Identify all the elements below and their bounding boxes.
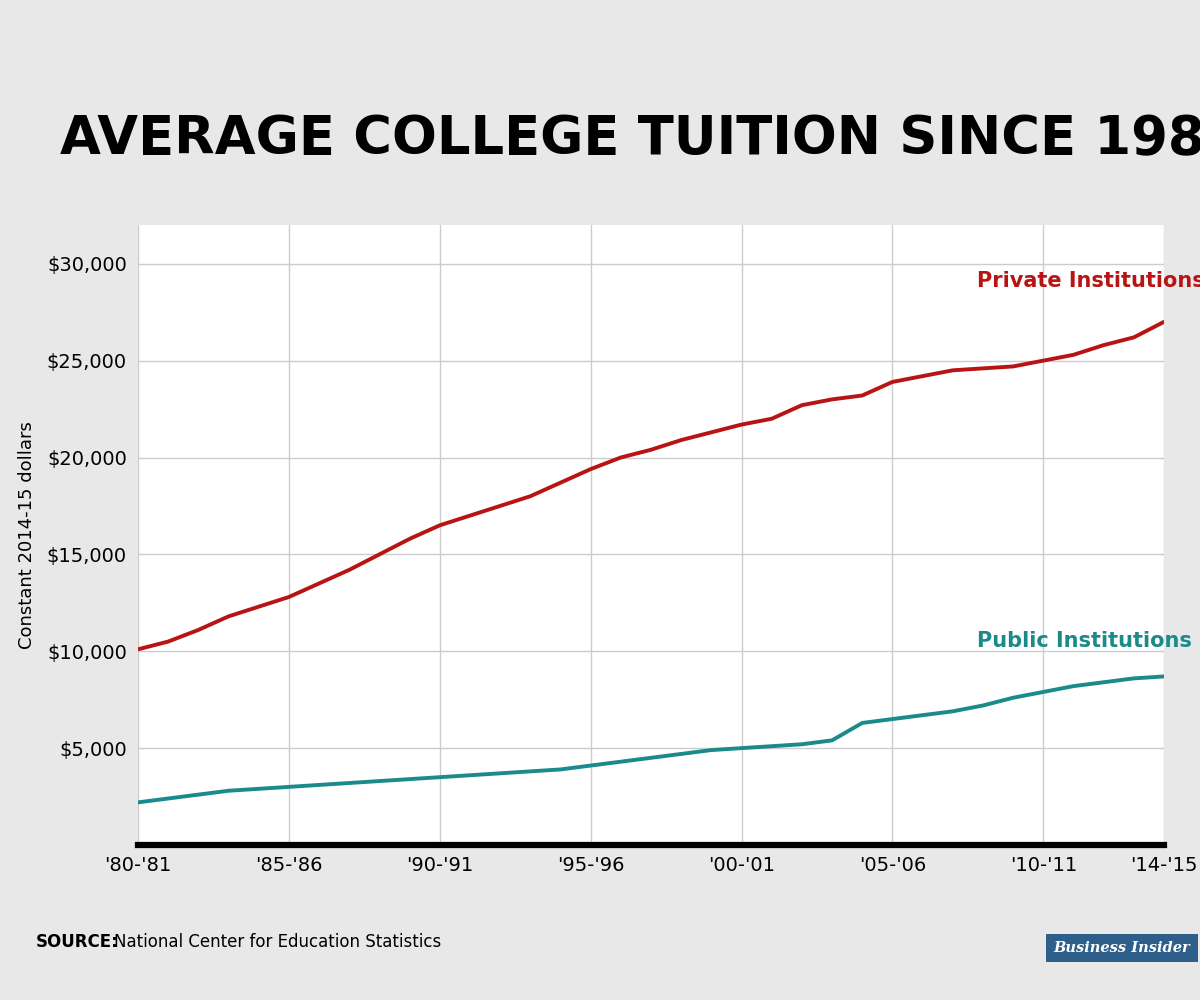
Y-axis label: Constant 2014-15 dollars: Constant 2014-15 dollars xyxy=(18,421,36,649)
Text: Public Institutions: Public Institutions xyxy=(977,631,1192,651)
Text: AVERAGE COLLEGE TUITION SINCE 1980: AVERAGE COLLEGE TUITION SINCE 1980 xyxy=(60,113,1200,165)
Text: Private Institutions: Private Institutions xyxy=(977,271,1200,291)
Text: Business Insider: Business Insider xyxy=(1054,941,1190,955)
Text: National Center for Education Statistics: National Center for Education Statistics xyxy=(114,933,442,951)
Text: SOURCE:: SOURCE: xyxy=(36,933,119,951)
